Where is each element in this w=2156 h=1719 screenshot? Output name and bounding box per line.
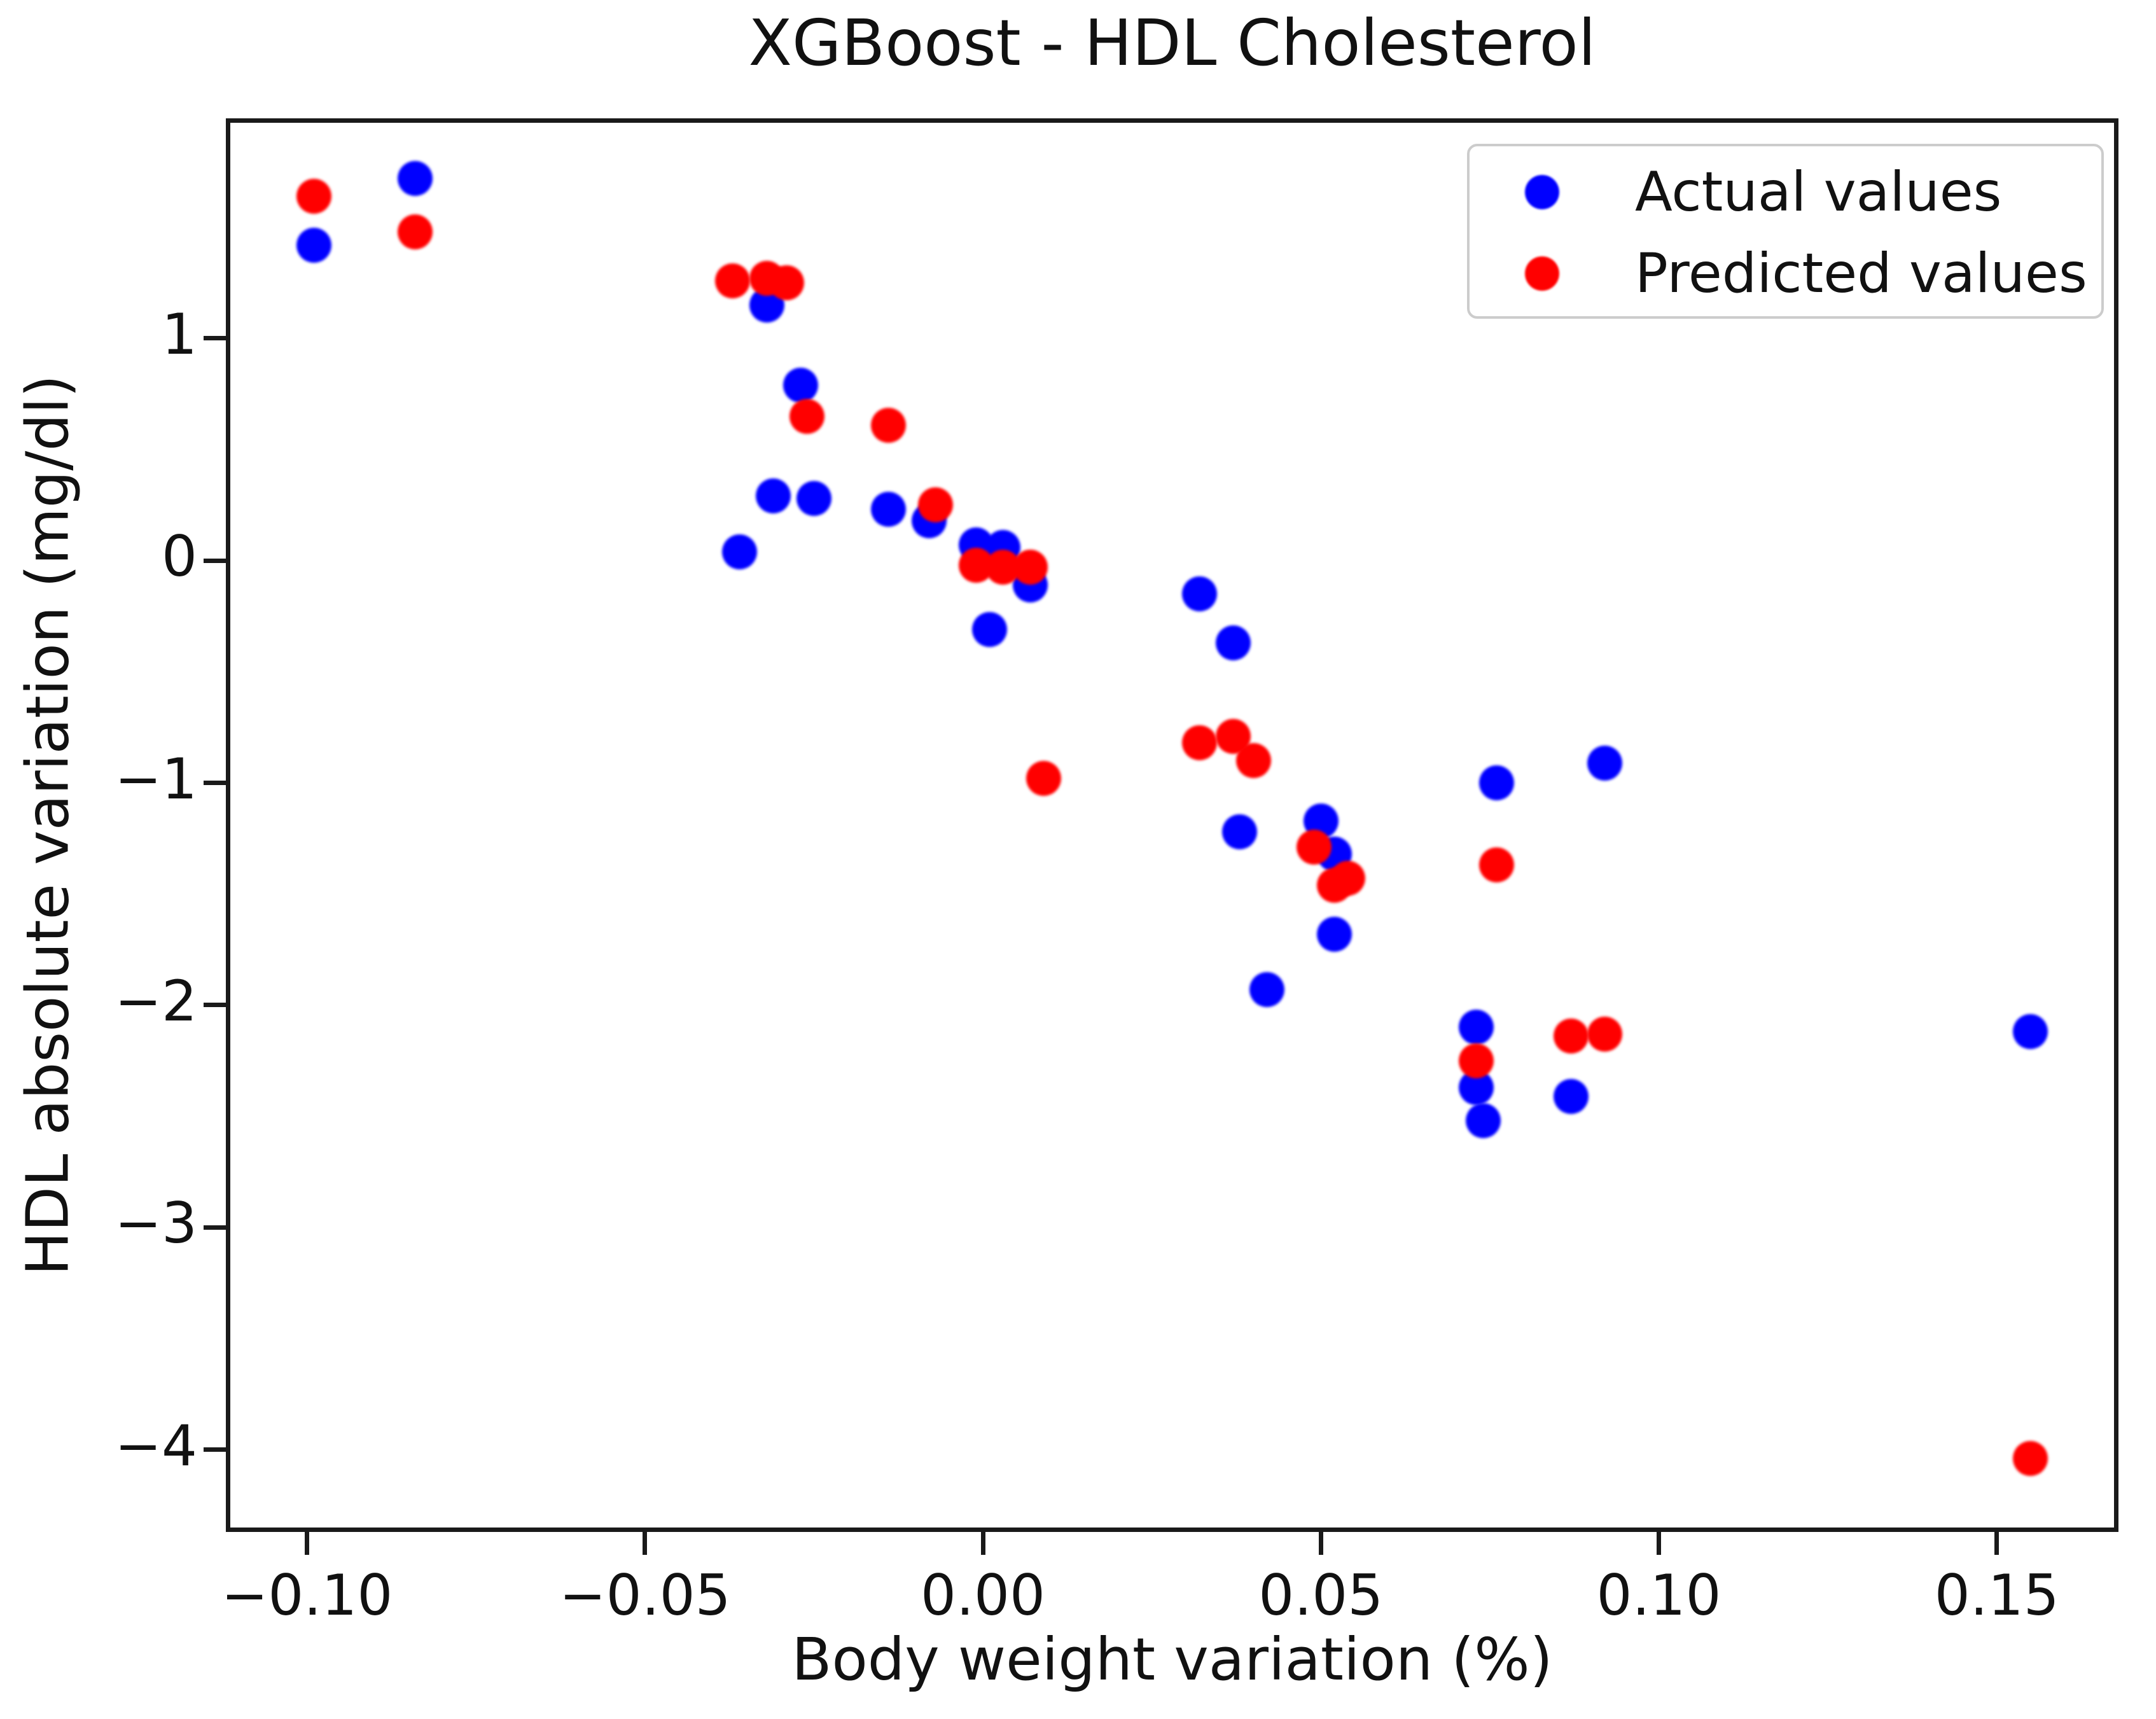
- predicted-marker-icon: [1525, 256, 1559, 291]
- legend-label-actual: Actual values: [1635, 160, 2002, 224]
- predicted-data-point: [1459, 1043, 1494, 1078]
- y-tick-mark: [204, 1003, 226, 1008]
- y-tick-mark: [204, 558, 226, 563]
- x-tick-label: 0.15: [1934, 1562, 2059, 1628]
- chart-title: XGBoost - HDL Cholesterol: [748, 6, 1596, 80]
- actual-data-point: [1587, 745, 1622, 781]
- actual-data-point: [1479, 765, 1514, 801]
- plot-area: [226, 118, 2118, 1532]
- x-tick-mark: [980, 1532, 985, 1555]
- x-tick-label: −0.10: [221, 1562, 393, 1628]
- actual-data-point: [1459, 1010, 1494, 1045]
- x-tick-label: 0.05: [1258, 1562, 1384, 1628]
- actual-data-point: [782, 367, 818, 403]
- y-tick-mark: [204, 1447, 226, 1452]
- actual-data-point: [2013, 1014, 2048, 1050]
- y-tick-label: −3: [115, 1190, 197, 1256]
- actual-data-point: [870, 492, 906, 527]
- predicted-data-point: [1479, 847, 1514, 883]
- actual-marker-icon: [1525, 175, 1559, 209]
- actual-data-point: [1181, 576, 1217, 612]
- x-tick-label: 0.10: [1596, 1562, 1721, 1628]
- y-tick-mark: [204, 336, 226, 341]
- x-tick-mark: [1318, 1532, 1323, 1555]
- predicted-data-point: [789, 398, 825, 434]
- actual-data-point: [972, 612, 1008, 648]
- actual-data-point: [1215, 625, 1251, 661]
- predicted-data-point: [1181, 725, 1217, 761]
- legend-item-actual: Actual values: [1470, 157, 2101, 227]
- x-tick-mark: [1994, 1532, 2000, 1555]
- predicted-data-point: [870, 407, 906, 443]
- predicted-data-point: [715, 263, 751, 298]
- actual-data-point: [756, 478, 791, 514]
- actual-data-point: [1553, 1078, 1589, 1114]
- actual-data-point: [796, 480, 831, 516]
- actual-data-point: [296, 227, 331, 263]
- actual-data-point: [398, 160, 433, 196]
- y-axis-label: HDL absolute variation (mg/dl): [13, 374, 82, 1276]
- x-tick-mark: [643, 1532, 648, 1555]
- legend-item-predicted: Predicted values: [1470, 239, 2101, 309]
- y-tick-mark: [204, 1225, 226, 1230]
- x-tick-label: 0.00: [921, 1562, 1045, 1628]
- x-tick-label: −0.05: [559, 1562, 731, 1628]
- predicted-data-point: [398, 214, 433, 249]
- x-axis-label: Body weight variation (%): [791, 1625, 1553, 1694]
- actual-data-point: [722, 534, 757, 569]
- y-tick-label: 1: [162, 301, 197, 367]
- predicted-data-point: [1012, 550, 1048, 585]
- actual-data-point: [1222, 814, 1258, 849]
- actual-data-point: [1465, 1103, 1501, 1139]
- x-tick-mark: [305, 1532, 309, 1555]
- y-tick-label: 0: [162, 524, 197, 590]
- predicted-data-point: [2013, 1441, 2048, 1477]
- predicted-data-point: [769, 265, 805, 301]
- predicted-data-point: [1026, 761, 1062, 797]
- legend: Actual values Predicted values: [1467, 144, 2104, 319]
- predicted-data-point: [1235, 743, 1271, 779]
- actual-data-point: [1249, 972, 1284, 1008]
- predicted-data-point: [1297, 830, 1332, 865]
- y-tick-mark: [204, 781, 226, 786]
- y-tick-label: −1: [115, 746, 197, 812]
- legend-label-predicted: Predicted values: [1635, 242, 2087, 305]
- predicted-data-point: [1553, 1019, 1589, 1054]
- y-tick-label: −2: [115, 968, 197, 1034]
- predicted-data-point: [296, 178, 331, 214]
- predicted-data-point: [1330, 861, 1366, 896]
- predicted-data-point: [918, 487, 954, 523]
- x-tick-mark: [1657, 1532, 1661, 1555]
- predicted-data-point: [1587, 1016, 1622, 1052]
- y-tick-label: −4: [115, 1412, 197, 1479]
- actual-data-point: [1317, 916, 1352, 952]
